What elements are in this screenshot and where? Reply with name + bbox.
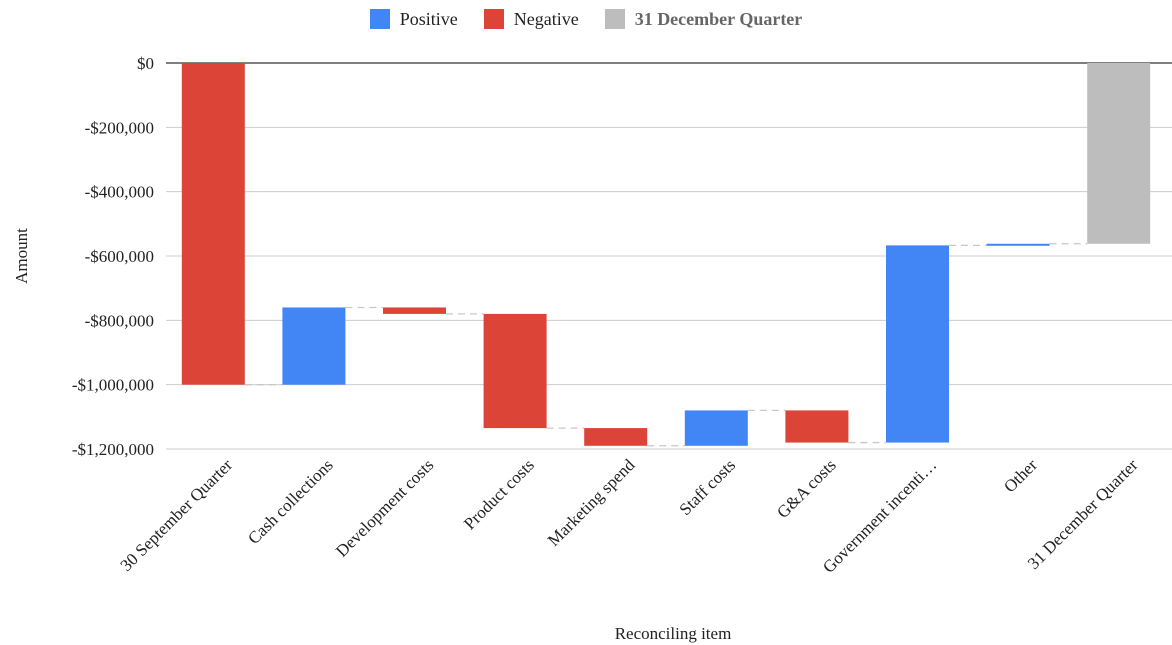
y-tick-labels: $0 -$200,000 -$400,000 -$600,000 -$800,000 -$… <box>72 54 154 459</box>
legend-item: 31 December Quarter <box>604 8 803 30</box>
bar-negative <box>785 410 849 443</box>
connectors <box>244 243 1088 447</box>
y-tick-label: -$1,000,000 <box>72 376 154 395</box>
x-tick-label: Government incenti… <box>819 455 940 576</box>
legend-swatch <box>369 9 390 29</box>
x-tick-label: 31 December Quarter <box>1024 455 1142 573</box>
y-gridlines <box>166 62 1172 450</box>
legend-item: Negative <box>483 8 579 30</box>
chart-legend: Positive Negative 31 December Quarter <box>0 6 1172 32</box>
y-tick-label: -$800,000 <box>85 311 154 330</box>
y-tick-label: -$400,000 <box>85 183 154 202</box>
x-tick-label: Marketing spend <box>544 455 639 550</box>
x-tick-labels: 30 September Quarter Cash collectionsDeve… <box>117 455 1142 577</box>
legend-label: Negative <box>513 8 579 29</box>
x-axis-title: Reconciling item <box>615 624 732 643</box>
bar-negative <box>383 307 446 314</box>
legend-label: Positive <box>399 8 458 29</box>
x-tick-label: Development costs <box>332 455 437 560</box>
legend-label: 31 December Quarter <box>634 8 803 29</box>
bar-positive <box>282 307 346 385</box>
legend-item: Positive <box>369 8 458 30</box>
bar-negative <box>584 428 648 446</box>
legend-swatch <box>483 9 504 29</box>
x-tick-label: Staff costs <box>675 455 739 519</box>
x-tick-label: Other <box>1000 455 1041 496</box>
y-axis-title: Amount <box>12 228 31 284</box>
y-tick-label: $0 <box>137 54 154 73</box>
y-tick-label: -$1,200,000 <box>72 440 154 459</box>
x-tick-label: Product costs <box>460 455 538 533</box>
bar-positive <box>986 243 1050 246</box>
bar-negative <box>181 63 245 385</box>
y-tick-label: -$600,000 <box>85 247 154 266</box>
bar-positive <box>684 410 748 446</box>
legend-swatch <box>604 9 625 29</box>
y-tick-label: -$200,000 <box>85 118 154 137</box>
bar-negative <box>483 313 547 429</box>
x-tick-label: Cash collections <box>244 455 337 548</box>
bar-total <box>1087 63 1151 244</box>
bar-positive <box>886 245 949 443</box>
x-tick-label: G&A costs <box>773 455 840 522</box>
x-tick-label: 30 September Quarter <box>117 455 237 575</box>
bars <box>181 63 1151 446</box>
